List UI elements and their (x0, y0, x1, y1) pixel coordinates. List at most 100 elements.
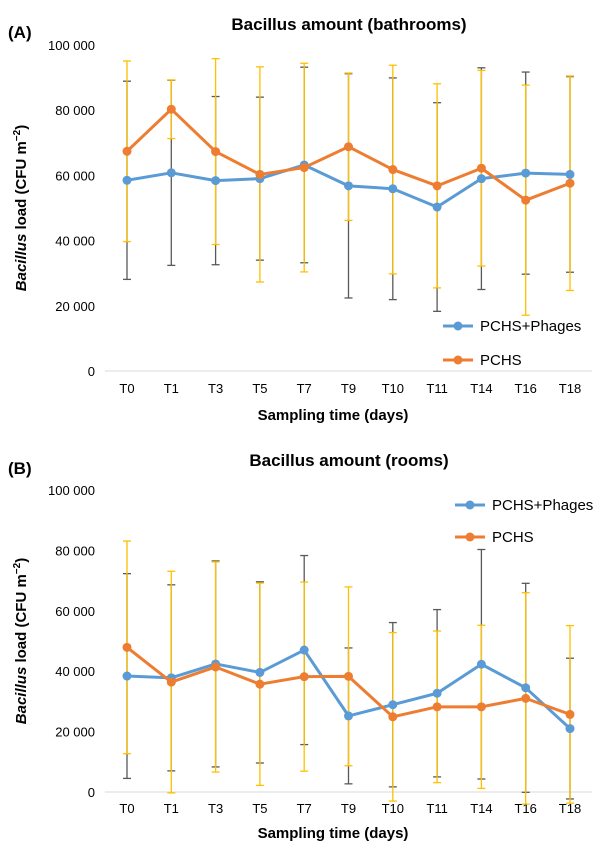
y-axis-label-text: load (CFU m (13, 574, 30, 667)
y-tick-label: 60 000 (55, 168, 95, 183)
x-tick-label: T18 (559, 381, 581, 396)
data-point (211, 662, 221, 672)
y-axis-label-sup: −2 (12, 129, 23, 141)
data-point (476, 702, 486, 712)
x-tick-label: T14 (470, 801, 492, 816)
data-point (166, 104, 176, 114)
x-tick-label: T16 (514, 381, 536, 396)
x-tick-label: T10 (382, 801, 404, 816)
y-tick-label: 20 000 (55, 299, 95, 314)
data-point (299, 672, 309, 682)
x-tick-label: T1 (164, 381, 179, 396)
chart-title: Bacillus amount (bathrooms) (231, 15, 466, 34)
x-tick-label: T0 (119, 801, 134, 816)
data-point (432, 688, 442, 698)
data-point (432, 702, 442, 712)
chart-title: Bacillus amount (rooms) (249, 451, 448, 470)
data-point (388, 184, 398, 194)
legend-marker (465, 500, 475, 510)
data-point (521, 683, 531, 693)
x-tick-label: T14 (470, 381, 492, 396)
panel-label: (A) (8, 23, 32, 42)
data-point (388, 700, 398, 710)
data-point (166, 677, 176, 687)
data-point (211, 176, 221, 186)
y-tick-label: 80 000 (55, 543, 95, 558)
data-point (476, 163, 486, 173)
data-point (255, 169, 265, 179)
y-tick-label: 100 000 (48, 483, 95, 498)
x-axis-label: Sampling time (days) (258, 407, 409, 424)
y-axis-label-sup: −2 (12, 562, 23, 574)
y-axis-label: Bacillus load (CFU m−2) (12, 125, 30, 291)
x-tick-label: T0 (119, 381, 134, 396)
legend-marker (453, 355, 463, 365)
data-point (521, 693, 531, 703)
data-point (476, 659, 486, 669)
y-tick-label: 0 (88, 364, 95, 379)
data-point (388, 165, 398, 175)
y-tick-label: 20 000 (55, 725, 95, 740)
x-tick-label: T3 (208, 381, 223, 396)
x-tick-label: T16 (514, 801, 536, 816)
legend-marker (453, 321, 463, 331)
data-point (521, 195, 531, 205)
data-point (432, 181, 442, 191)
data-point (432, 202, 442, 212)
data-point (521, 168, 531, 178)
data-point (388, 712, 398, 722)
data-point (565, 169, 575, 179)
data-point (166, 168, 176, 178)
data-point (122, 642, 132, 652)
legend-label: PCHS (492, 529, 534, 546)
y-axis-label-text: load (CFU m (13, 141, 30, 234)
x-tick-label: T9 (341, 381, 356, 396)
y-tick-label: 60 000 (55, 604, 95, 619)
y-tick-label: 100 000 (48, 38, 95, 53)
legend-label: PCHS+Phages (480, 318, 581, 335)
x-tick-label: T1 (164, 801, 179, 816)
x-tick-label: T11 (426, 801, 447, 816)
data-point (565, 709, 575, 719)
data-point (255, 679, 265, 689)
y-axis-label-close: ) (13, 125, 30, 130)
data-point (255, 667, 265, 677)
x-axis-label: Sampling time (days) (258, 825, 409, 842)
x-tick-label: T5 (252, 801, 267, 816)
data-point (344, 142, 353, 152)
y-axis-label: Bacillus load (CFU m−2) (12, 558, 30, 724)
x-tick-label: T7 (297, 801, 312, 816)
legend-label: PCHS+Phages (492, 497, 593, 514)
x-tick-label: T18 (559, 801, 581, 816)
x-tick-label: T11 (426, 381, 447, 396)
chart-panel-a: (A) Bacillus amount (bathrooms) 0 20 000 40 … (8, 15, 593, 424)
legend-label: PCHS (480, 352, 522, 369)
data-point (476, 174, 486, 184)
data-point (344, 181, 353, 191)
x-tick-label: T5 (252, 381, 267, 396)
panel-label: (B) (8, 459, 32, 478)
data-point (565, 178, 575, 188)
data-point (122, 671, 132, 681)
y-tick-label: 40 000 (55, 664, 95, 679)
y-axis-label-italic: Bacillus (13, 234, 30, 292)
data-point (122, 146, 132, 156)
y-axis-label-close: ) (13, 558, 30, 563)
x-tick-label: T9 (341, 801, 356, 816)
legend-marker (465, 532, 475, 542)
data-point (211, 147, 221, 157)
data-point (344, 711, 353, 721)
data-point (299, 645, 309, 655)
data-point (299, 163, 309, 173)
x-tick-label: T7 (297, 381, 312, 396)
data-point (565, 724, 575, 734)
data-point (344, 671, 353, 681)
y-tick-label: 0 (88, 785, 95, 800)
data-point (122, 175, 132, 185)
y-tick-label: 40 000 (55, 234, 95, 249)
chart-panel-b: (B) Bacillus amount (rooms) 0 20 000 40 000 6… (8, 451, 593, 842)
y-tick-label: 80 000 (55, 103, 95, 118)
x-tick-label: T10 (382, 381, 404, 396)
x-tick-label: T3 (208, 801, 223, 816)
